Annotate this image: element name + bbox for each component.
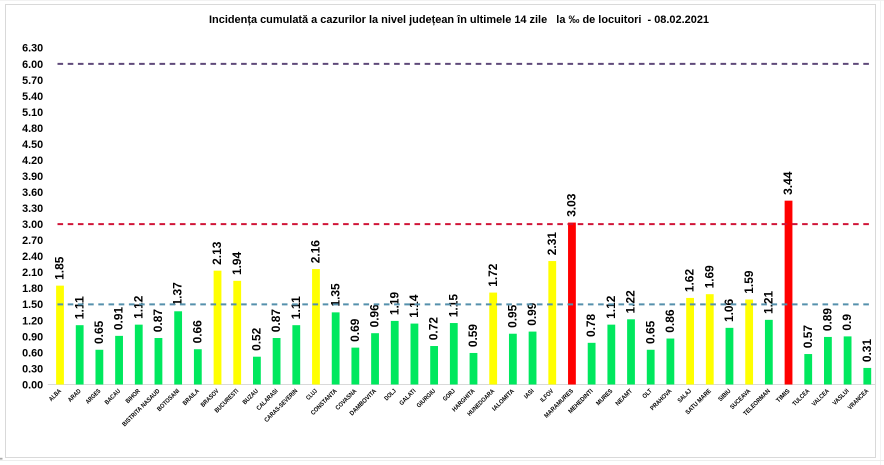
svg-text:4.20: 4.20 bbox=[22, 155, 43, 167]
svg-text:0.91: 0.91 bbox=[112, 307, 126, 331]
svg-text:1.15: 1.15 bbox=[446, 294, 460, 318]
svg-text:2.40: 2.40 bbox=[22, 251, 43, 263]
svg-text:3.03: 3.03 bbox=[565, 193, 579, 217]
svg-text:1.06: 1.06 bbox=[722, 299, 736, 323]
svg-text:6.30: 6.30 bbox=[22, 43, 43, 55]
svg-text:1.80: 1.80 bbox=[22, 283, 43, 295]
svg-text:1.11: 1.11 bbox=[289, 296, 303, 320]
svg-text:0.00: 0.00 bbox=[22, 379, 43, 391]
svg-text:0.52: 0.52 bbox=[250, 327, 264, 351]
svg-text:5.70: 5.70 bbox=[22, 75, 43, 87]
svg-text:1.20: 1.20 bbox=[22, 315, 43, 327]
svg-text:2.13: 2.13 bbox=[210, 241, 224, 265]
svg-text:0.95: 0.95 bbox=[505, 304, 519, 328]
svg-text:0.59: 0.59 bbox=[466, 324, 480, 348]
svg-text:0.30: 0.30 bbox=[22, 363, 43, 375]
svg-text:1.12: 1.12 bbox=[131, 295, 145, 319]
svg-text:1.37: 1.37 bbox=[171, 282, 185, 306]
svg-text:1.22: 1.22 bbox=[624, 290, 638, 314]
svg-text:4.50: 4.50 bbox=[22, 139, 43, 151]
svg-text:3.30: 3.30 bbox=[22, 203, 43, 215]
svg-text:0.96: 0.96 bbox=[368, 304, 382, 328]
svg-text:1.12: 1.12 bbox=[604, 295, 618, 319]
svg-text:0.90: 0.90 bbox=[22, 331, 43, 343]
svg-text:1.72: 1.72 bbox=[486, 263, 500, 287]
svg-text:5.40: 5.40 bbox=[22, 91, 43, 103]
svg-text:0.65: 0.65 bbox=[92, 320, 106, 344]
svg-text:0.72: 0.72 bbox=[427, 317, 441, 341]
svg-text:0.57: 0.57 bbox=[801, 325, 815, 349]
svg-text:0.66: 0.66 bbox=[190, 320, 204, 344]
svg-text:1.62: 1.62 bbox=[683, 269, 697, 293]
svg-text:1.11: 1.11 bbox=[72, 296, 86, 320]
svg-text:0.89: 0.89 bbox=[821, 308, 835, 332]
svg-text:0.65: 0.65 bbox=[643, 320, 657, 344]
svg-text:0.86: 0.86 bbox=[663, 309, 677, 333]
svg-text:0.78: 0.78 bbox=[584, 313, 598, 337]
svg-text:0.99: 0.99 bbox=[525, 302, 539, 326]
svg-text:0.31: 0.31 bbox=[860, 339, 874, 363]
svg-text:2.70: 2.70 bbox=[22, 235, 43, 247]
svg-text:0.9: 0.9 bbox=[840, 314, 854, 331]
svg-text:3.44: 3.44 bbox=[781, 171, 795, 195]
svg-text:0.60: 0.60 bbox=[22, 347, 43, 359]
svg-text:1.50: 1.50 bbox=[22, 299, 43, 311]
svg-text:0.69: 0.69 bbox=[348, 318, 362, 342]
svg-text:4.80: 4.80 bbox=[22, 123, 43, 135]
svg-text:1.69: 1.69 bbox=[702, 265, 716, 289]
svg-text:1.85: 1.85 bbox=[53, 256, 67, 280]
svg-text:2.31: 2.31 bbox=[545, 232, 559, 256]
svg-text:0.87: 0.87 bbox=[151, 309, 165, 333]
svg-text:1.14: 1.14 bbox=[407, 294, 421, 318]
svg-text:2.16: 2.16 bbox=[309, 240, 323, 264]
svg-text:1.35: 1.35 bbox=[328, 283, 342, 307]
svg-text:1.94: 1.94 bbox=[230, 252, 244, 276]
svg-text:0.87: 0.87 bbox=[269, 309, 283, 333]
svg-text:5.10: 5.10 bbox=[22, 107, 43, 119]
svg-text:3.60: 3.60 bbox=[22, 187, 43, 199]
svg-text:1.59: 1.59 bbox=[742, 270, 756, 294]
svg-text:Incidența cumulată a cazurilor: Incidența cumulată a cazurilor la nivel … bbox=[209, 14, 709, 26]
svg-text:1.21: 1.21 bbox=[761, 291, 775, 315]
svg-text:2.10: 2.10 bbox=[22, 267, 43, 279]
svg-text:3.90: 3.90 bbox=[22, 171, 43, 183]
svg-text:6.00: 6.00 bbox=[22, 59, 43, 71]
svg-text:3.00: 3.00 bbox=[22, 219, 43, 231]
